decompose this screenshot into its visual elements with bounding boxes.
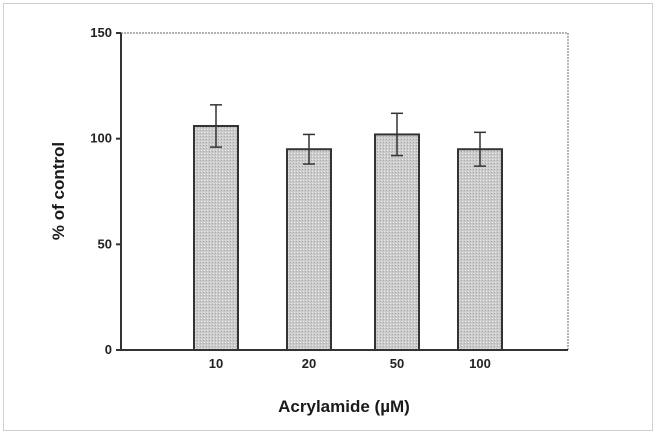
bar: [457, 148, 503, 351]
error-bars-group: [210, 104, 486, 167]
y-tick-label: 0: [105, 342, 112, 357]
bar: [374, 133, 420, 351]
y-axis-ticks: 0 50 100 150: [90, 25, 121, 357]
bars-group: [193, 124, 503, 351]
y-tick-label: 150: [90, 25, 112, 40]
x-tick-label: 10: [209, 356, 223, 371]
x-tick-label: 50: [390, 356, 404, 371]
bar: [286, 148, 332, 351]
y-tick-label: 100: [90, 131, 112, 146]
y-tick-label: 50: [98, 236, 112, 251]
x-tick-label: 20: [302, 356, 316, 371]
x-axis-ticks: 10 20 50 100: [209, 356, 491, 371]
x-tick-label: 100: [469, 356, 491, 371]
y-axis-title: % of control: [49, 142, 68, 240]
x-axis-title: Acrylamide (µM): [278, 397, 410, 416]
bar: [193, 124, 239, 351]
